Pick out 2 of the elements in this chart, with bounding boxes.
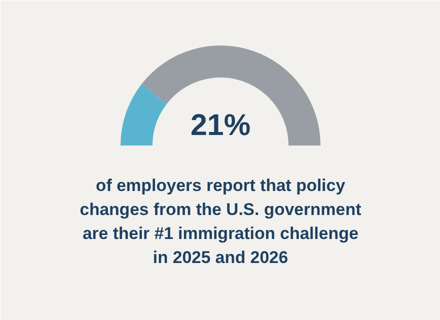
- text: of employers report that policy changes from the U.S. government are their #1 immigration challenge in 2025 and 2026: [80, 176, 362, 267]
- text: 21%: [190, 109, 251, 142]
